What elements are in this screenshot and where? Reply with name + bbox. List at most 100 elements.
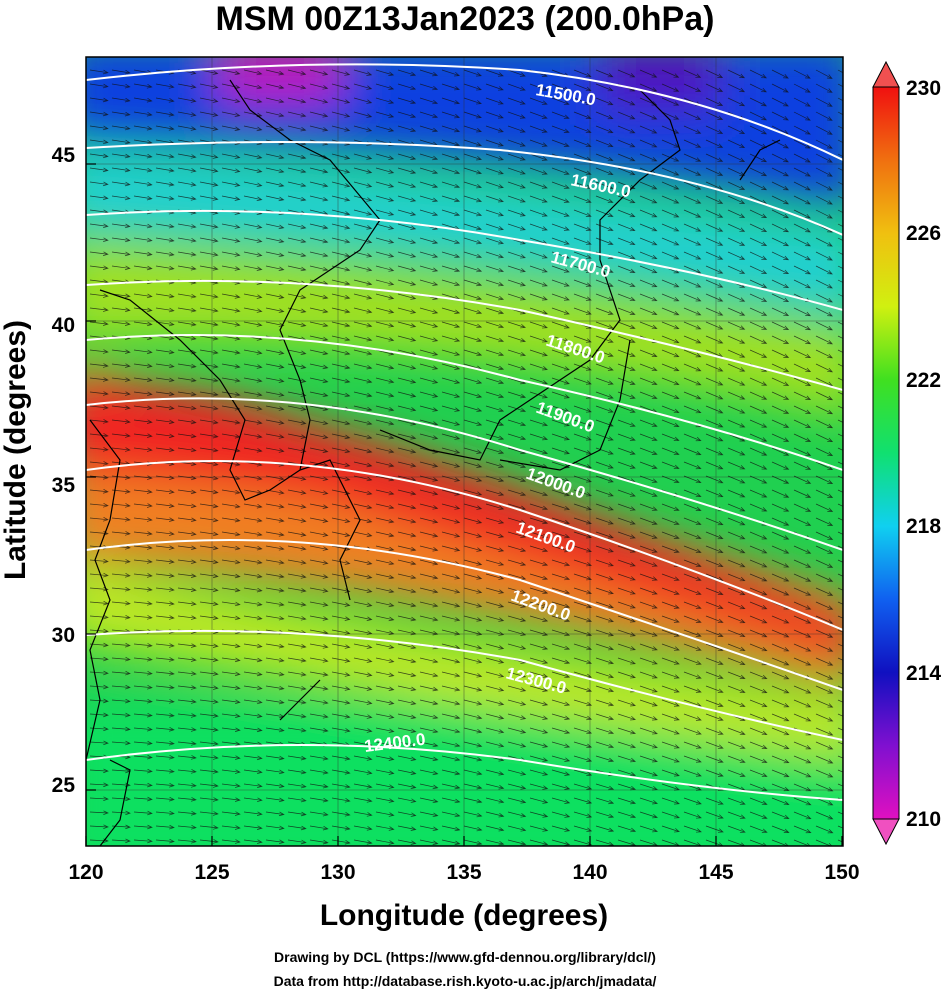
wind-arrow [529,139,548,147]
wind-arrow [683,671,702,679]
wind-arrow [529,839,549,846]
wind-arrow [463,349,483,357]
wind-arrow [287,587,307,593]
wind-arrow [111,391,131,396]
wind-arrow [661,335,680,344]
wind-arrow [463,531,483,538]
wind-arrow [661,321,680,330]
wind-arrow [265,825,285,831]
wind-arrow [727,153,746,162]
wind-arrow [485,727,505,734]
wind-arrow [353,349,373,356]
wind-arrow [617,97,636,106]
wind-arrow [749,461,768,470]
wind-arrow [551,181,570,189]
wind-arrow [595,657,615,665]
wind-arrow [837,265,843,269]
wind-arrow [793,713,812,722]
wind-arrow [155,531,175,536]
wind-arrow [661,769,680,777]
wind-arrow [265,349,285,355]
wind-arrow [507,83,526,91]
wind-arrow [133,195,153,201]
wind-arrow [133,181,153,187]
wind-arrow [837,153,843,158]
wind-arrow [683,237,702,246]
wind-arrow [551,601,571,609]
wind-arrow [287,153,307,160]
wind-arrow [375,307,395,314]
wind-arrow [177,335,197,341]
wind-arrow [243,307,263,313]
wind-arrow [705,307,724,316]
wind-arrow [727,237,746,246]
wind-arrow [771,545,790,554]
wind-arrow [485,657,505,664]
wind-arrow [111,349,131,354]
wind-arrow [111,153,131,159]
wind-arrow [705,321,724,330]
wind-arrow [683,167,702,176]
wind-arrow [573,475,592,483]
wind-arrow [529,517,549,525]
wind-arrow [375,783,395,789]
wind-arrow [177,839,197,844]
wind-arrow [771,741,790,750]
wind-arrow [771,349,790,358]
wind-arrow [815,713,834,722]
wind-arrow [133,559,153,564]
wind-arrow [837,699,843,703]
wind-arrow [221,699,241,705]
wind-arrow [463,699,483,706]
wind-arrow [309,559,329,565]
wind-arrow [551,433,570,441]
wind-arrow [331,475,351,482]
wind-arrow [485,363,505,371]
wind-arrow [353,517,373,524]
wind-arrow [595,69,614,78]
wind-arrow [485,83,504,91]
wind-arrow [727,643,746,652]
wind-arrow [89,447,109,452]
wind-arrow [793,629,812,638]
wind-arrow [111,265,131,271]
wind-arrow [793,139,811,149]
wind-arrow [771,629,790,638]
wind-arrow [199,265,219,271]
wind-arrow [177,657,197,662]
wind-arrow [771,811,790,820]
wind-arrow [287,559,307,565]
wind-arrow [287,181,307,188]
wind-arrow [749,391,768,400]
wind-arrow [551,783,571,790]
wind-arrow [331,97,351,104]
wind-arrow [287,125,307,132]
wind-arrow [111,251,131,257]
wind-arrow [419,209,439,216]
wind-arrow [353,83,373,90]
wind-arrow [617,279,636,287]
wind-arrow [749,447,768,456]
wind-arrow [595,671,615,679]
wind-arrow [705,755,724,763]
wind-arrow [837,545,843,549]
wind-arrow [133,83,153,89]
wind-arrow [485,741,505,748]
wind-arrow [133,307,153,313]
wind-arrow [705,475,724,484]
wind-arrow [793,97,811,107]
wind-arrow [595,209,614,217]
wind-arrow [441,349,461,356]
wind-arrow [551,573,571,581]
wind-arrow [727,671,746,679]
wind-arrow [529,335,548,343]
wind-arrow [397,713,417,720]
wind-arrow [529,475,549,483]
wind-arrow [815,573,834,582]
wind-arrow [177,405,197,411]
wind-arrow [749,685,768,694]
wind-arrow [419,181,439,189]
colorbar-labels: 230 226 222 218 214 210 [906,77,941,831]
y-tick-labels: 25 30 35 40 45 [52,144,76,797]
wind-arrow [177,699,197,704]
